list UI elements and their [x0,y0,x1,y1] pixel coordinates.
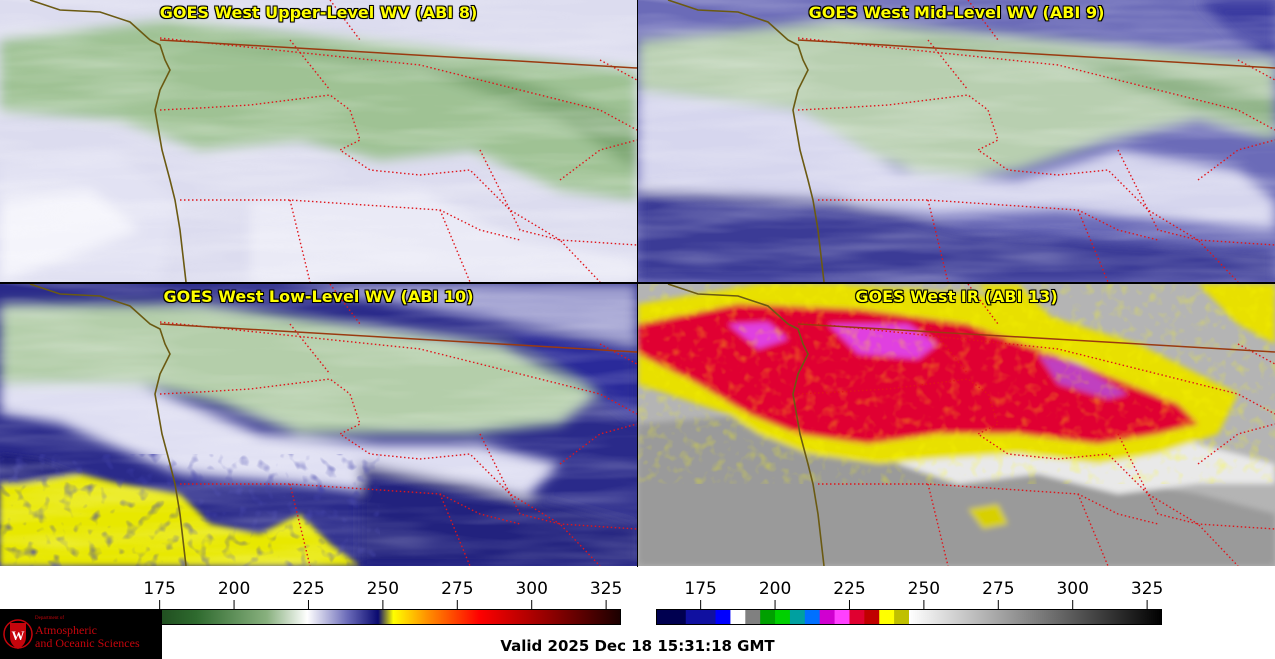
colorbar-tick-label: 225 [833,579,865,599]
state-border [1237,343,1275,365]
map-upper-level-wv [0,0,637,282]
colorbar-segment [775,609,791,625]
state-border [1077,493,1109,566]
colorbar-tick-label: 225 [292,579,324,599]
state-border [967,0,999,41]
state-border [797,94,1275,246]
colorbar-segment [819,609,836,625]
colorbar-tick-label: 200 [759,579,791,599]
panel-mid-level-wv: GOES West Mid-Level WV (ABI 9) [638,0,1275,282]
country-border [797,39,1275,69]
state-border [1197,423,1275,465]
state-border [1077,209,1109,282]
state-border [559,139,637,181]
panel-divider-horizontal [0,282,1275,284]
colorbar-segment [715,609,731,625]
coastline [667,0,825,282]
state-border [967,284,999,325]
colorbar-segment [849,609,865,625]
colorbar-wv: 175 200 225 250 275 300 325 [115,576,621,628]
colorbar-segment [879,609,895,625]
colorbar-segment [789,609,806,625]
state-border [289,39,331,91]
map-mid-level-wv [638,0,1275,282]
map-low-level-wv [0,284,637,566]
colorbar-tick-label: 175 [143,579,175,599]
state-border [599,59,637,81]
state-border [159,94,637,246]
colorbar-segment [834,609,850,625]
colorbar-tick-label: 250 [908,579,940,599]
country-border [159,39,637,69]
state-border [439,493,471,566]
country-border [159,323,637,353]
state-border [1237,59,1275,81]
colorbar-segment [804,609,821,625]
map-overlays [667,284,1275,566]
state-border [1117,149,1239,282]
colorbar-segment [760,609,776,625]
state-border [927,323,969,375]
colorbar-frame [656,609,1162,625]
state-border [559,423,637,465]
colorbar-segment [685,609,717,625]
state-border [479,149,601,282]
state-border [1117,433,1239,566]
colorbar-gradient [909,609,1162,625]
uw-crest-icon: W [3,619,33,649]
state-border [329,284,361,325]
colorbar-segment [730,609,746,625]
colorbar-segment [894,609,910,625]
coastline [667,284,825,566]
state-border [159,378,637,530]
panel-title: GOES West IR (ABI 13) [855,287,1058,306]
map-ir [638,284,1275,566]
colorbar-ir: 175 200 225 250 275 300 325 [656,576,1162,628]
colorbar-tick-label: 250 [367,579,399,599]
state-border [479,433,601,566]
panel-title: GOES West Upper-Level WV (ABI 8) [159,3,478,22]
logo-dept: Department of [35,616,65,621]
colorbar-segment [656,609,687,625]
aos-logo: W Department of Atmospheric and Oceanic … [0,609,162,659]
colorbar-tick-label: 200 [218,579,250,599]
colorbar-tick-label: 300 [515,579,547,599]
state-border [927,39,969,91]
panel-ir: GOES West IR (ABI 13) [638,284,1275,566]
logo-line1: Atmospheric [35,623,97,637]
state-border [329,0,361,41]
logo-line2: and Oceanic Sciences [35,636,140,650]
colorbar-gradient [115,609,621,625]
colorbar-tick-label: 325 [590,579,621,599]
state-border [599,343,637,365]
country-border [797,323,1275,353]
colorbar-tick-label: 300 [1056,579,1088,599]
panel-low-level-wv: GOES West Low-Level WV (ABI 10) [0,284,637,566]
colorbar-tick-label: 175 [684,579,716,599]
logo-letter: W [12,628,25,643]
state-border [289,323,331,375]
panel-title: GOES West Low-Level WV (ABI 10) [163,287,474,306]
colorbar-segment [745,609,761,625]
coastline [29,284,187,566]
valid-time: Valid 2025 Dec 18 15:31:18 GMT [500,637,775,655]
map-overlays [667,0,1275,282]
state-border [439,209,471,282]
state-border [797,378,1275,530]
colorbar-tick-label: 275 [982,579,1014,599]
map-overlays [29,284,637,566]
colorbar-tick-label: 325 [1131,579,1162,599]
colorbar-segment [864,609,880,625]
panel-upper-level-wv: GOES West Upper-Level WV (ABI 8) [0,0,637,282]
state-border [1197,139,1275,181]
coastline [29,0,187,282]
panel-title: GOES West Mid-Level WV (ABI 9) [808,3,1105,22]
map-overlays [29,0,637,282]
colorbar-tick-label: 275 [441,579,473,599]
